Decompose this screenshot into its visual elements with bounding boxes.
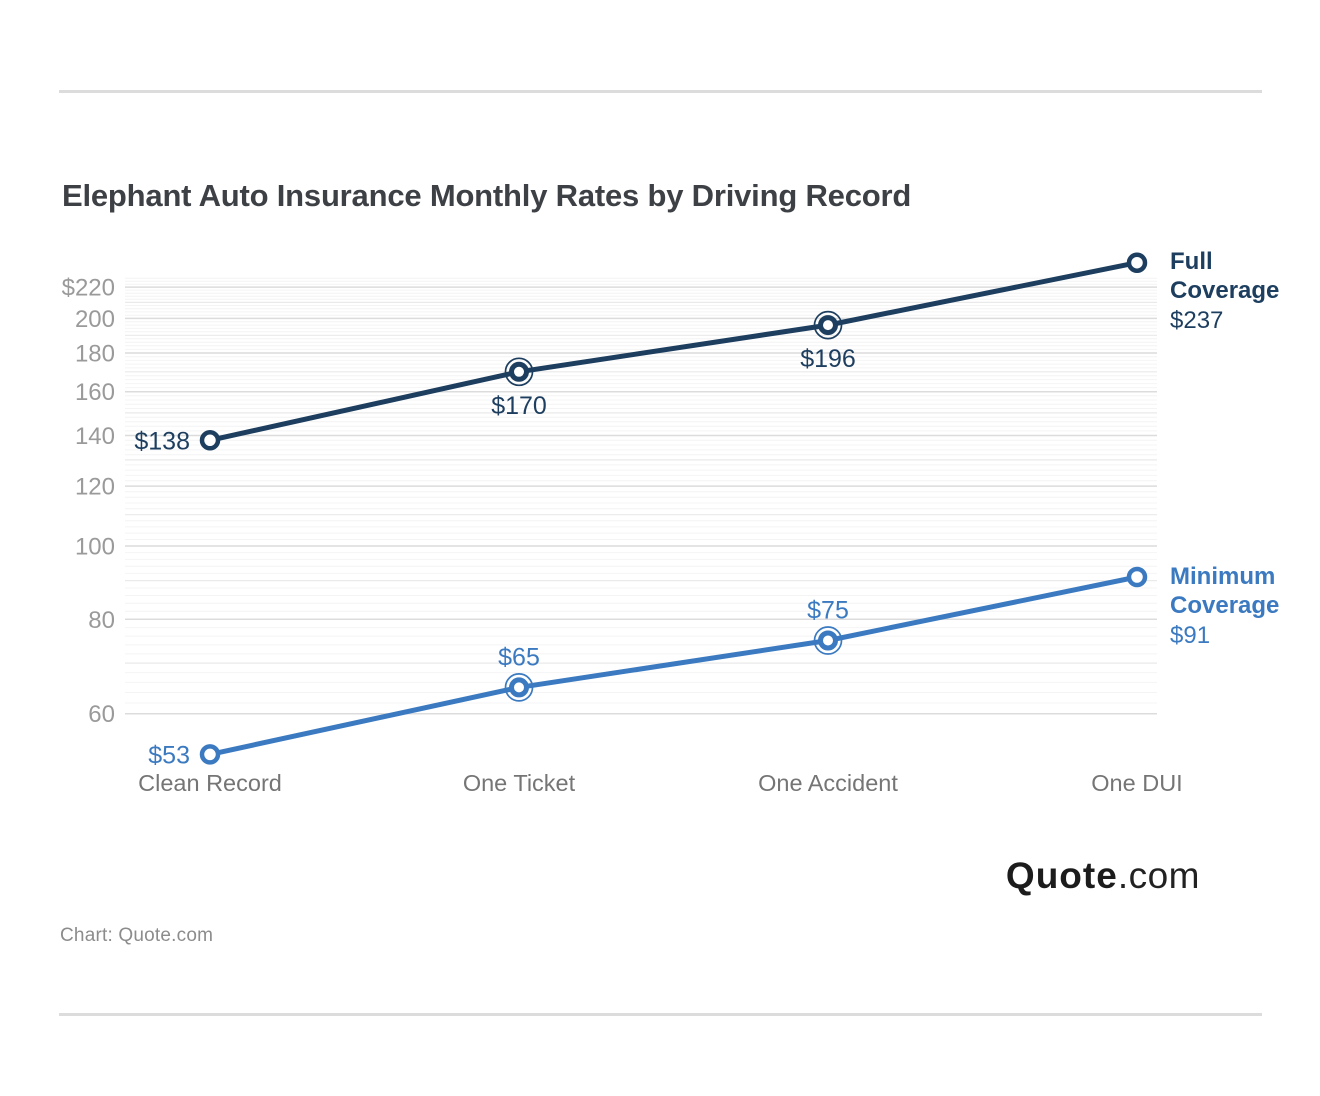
data-point-halo: [504, 673, 534, 702]
data-point-halo: [813, 626, 843, 655]
y-axis-label: 60: [88, 701, 115, 728]
x-axis-label: One Accident: [758, 770, 898, 796]
data-point-marker: [199, 430, 221, 451]
top-divider: [59, 90, 1262, 93]
x-axis-label: Clean Record: [138, 770, 282, 796]
x-axis-label: One DUI: [1091, 770, 1182, 796]
y-axis-label: 120: [75, 474, 115, 501]
series-label-minimum-coverage: Minimum Coverage $91: [1170, 562, 1292, 650]
logo-com-text: .com: [1117, 855, 1200, 896]
data-point-label: $138: [134, 427, 190, 455]
y-axis-label: 140: [75, 423, 115, 450]
data-point-marker: [1126, 252, 1148, 273]
quote-logo: Quote.com: [0, 855, 1200, 897]
y-axis-label: 100: [75, 534, 115, 561]
series-name-full-coverage: Full Coverage: [1170, 248, 1280, 304]
data-point-label: $196: [800, 345, 856, 373]
data-point-halo: [813, 310, 843, 340]
data-point-halo: [504, 357, 534, 387]
y-axis-label: 80: [88, 607, 115, 634]
y-axis-label: $220: [62, 275, 115, 302]
data-point-label: $53: [148, 741, 190, 769]
series-end-value-full-coverage: $237: [1170, 307, 1224, 334]
chart-credit: Chart: Quote.com: [60, 925, 214, 946]
data-point-marker: [818, 315, 838, 336]
series-line-full-coverage: [209, 260, 1138, 443]
data-point-label: $170: [491, 392, 547, 420]
series-label-full-coverage: Full Coverage $237: [1170, 247, 1292, 335]
data-point-marker: [509, 677, 529, 698]
data-point-label: $65: [498, 643, 540, 671]
y-axis-label: 180: [75, 341, 115, 368]
bottom-divider: [59, 1013, 1262, 1016]
data-point-marker: [818, 630, 838, 651]
x-axis-label: One Ticket: [463, 770, 576, 796]
series-line-minimum-coverage: [209, 574, 1138, 757]
y-axis-label: 160: [75, 379, 115, 406]
series-name-minimum-coverage: Minimum Coverage: [1170, 563, 1280, 619]
data-point-marker: [509, 361, 529, 382]
series-end-value-minimum-coverage: $91: [1170, 622, 1211, 649]
data-point-marker: [199, 744, 221, 765]
data-point-label: $75: [807, 597, 849, 625]
logo-quote-text: Quote: [1005, 855, 1118, 896]
data-point-marker: [1126, 566, 1148, 588]
y-axis-label: 200: [75, 306, 115, 333]
chart-title: Elephant Auto Insurance Monthly Rates by…: [62, 177, 912, 213]
